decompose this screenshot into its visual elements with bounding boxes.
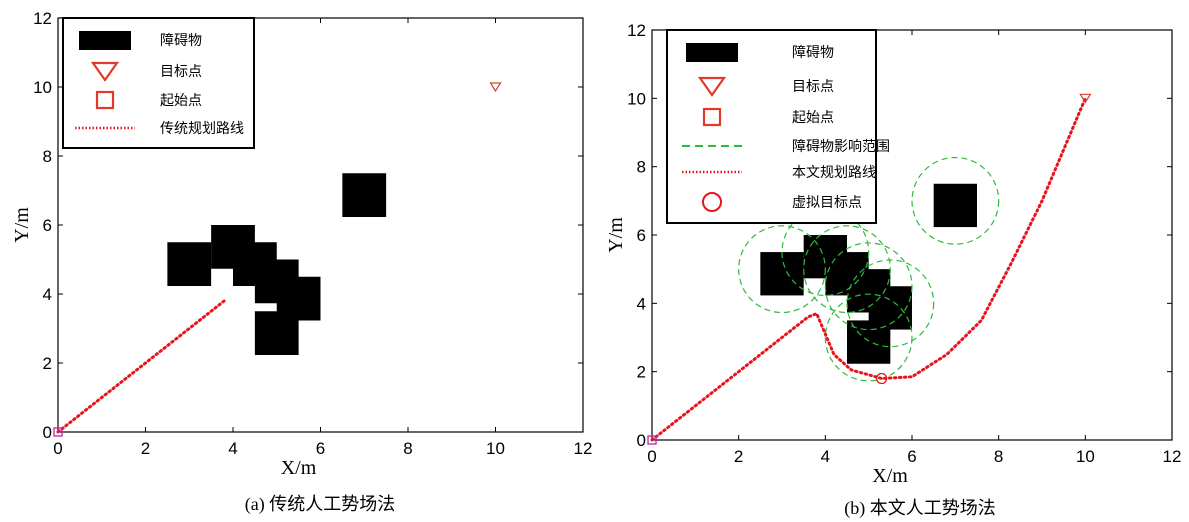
- x-tick-label: 6: [316, 439, 325, 458]
- y-tick-label: 6: [43, 216, 52, 235]
- x-axis-label: X/m: [281, 457, 317, 479]
- legend-label-obstacle: 障碍物: [792, 45, 834, 61]
- y-axis-label: Y/m: [605, 217, 627, 253]
- x-tick-label: 12: [1163, 447, 1182, 466]
- legend-label-start: 起始点: [792, 110, 834, 126]
- influence-circle: [911, 156, 1000, 245]
- y-tick-label: 6: [637, 226, 646, 245]
- legend-label-start: 起始点: [160, 93, 202, 109]
- legend-start-swatch: [95, 90, 115, 110]
- legend-virtual-swatch: [702, 192, 722, 212]
- panel-caption: (b) 本文人工势场法: [844, 498, 996, 519]
- influence-circle: [824, 293, 913, 382]
- legend-label-influence: 障碍物影响范围: [792, 138, 890, 155]
- y-tick-label: 10: [627, 89, 646, 108]
- legend-label-obstacle: 障碍物: [160, 33, 202, 49]
- x-tick-label: 8: [994, 447, 1003, 466]
- legend-label-virtual: 虚拟目标点: [792, 195, 862, 211]
- goal-marker: [489, 82, 502, 93]
- obstacle-block: [254, 311, 299, 355]
- x-tick-label: 0: [53, 439, 62, 458]
- x-tick-label: 0: [647, 447, 656, 466]
- y-tick-label: 12: [33, 9, 52, 28]
- x-tick-label: 4: [821, 447, 830, 466]
- x-tick-label: 6: [907, 447, 916, 466]
- planned-path: [650, 96, 1087, 442]
- y-axis-label: Y/m: [11, 207, 33, 243]
- obstacle-block: [760, 252, 804, 296]
- x-tick-label: 8: [403, 439, 412, 458]
- legend-obstacle-swatch: [686, 43, 738, 62]
- obstacle-block: [167, 242, 212, 286]
- chart-panel-b: 0 2 4 6 8 10 12 0 2 4 6 8 10 12 X/m Y/m 障碍物目标点起始点障碍物影响范围…: [605, 21, 1181, 519]
- x-tick-label: 12: [574, 439, 593, 458]
- influence-circle: [803, 225, 891, 314]
- y-tick-label: 0: [43, 423, 52, 442]
- legend-label-path: 本文规划路线: [792, 165, 876, 181]
- x-tick-label: 10: [1076, 447, 1095, 466]
- x-tick-label: 2: [734, 447, 743, 466]
- legend-label-goal: 目标点: [792, 79, 834, 95]
- panel-caption: (a) 传统人工势场法: [245, 494, 395, 515]
- legend-box: [666, 29, 877, 224]
- obstacle-block: [342, 173, 387, 217]
- legend-obstacle-swatch: [79, 31, 131, 50]
- x-tick-label: 10: [486, 439, 505, 458]
- y-tick-label: 0: [637, 431, 646, 450]
- influence-circle: [846, 259, 935, 348]
- y-tick-label: 12: [627, 21, 646, 40]
- x-tick-label: 2: [141, 439, 150, 458]
- y-tick-label: 8: [43, 147, 52, 166]
- legend-label-goal: 目标点: [160, 64, 202, 80]
- start-marker: [53, 427, 63, 437]
- y-tick-label: 2: [637, 363, 646, 382]
- y-tick-label: 10: [33, 78, 52, 97]
- y-tick-label: 8: [637, 158, 646, 177]
- legend-goal-swatch: [90, 61, 120, 82]
- legend-goal-swatch: [697, 76, 727, 97]
- influence-circle: [824, 242, 913, 331]
- legend-label-path: 传统规划路线: [160, 121, 244, 137]
- y-tick-label: 2: [43, 354, 52, 373]
- x-tick-label: 4: [228, 439, 237, 458]
- y-tick-label: 4: [43, 285, 52, 304]
- y-tick-label: 4: [637, 294, 646, 313]
- start-marker: [647, 435, 657, 445]
- virtual-goal-marker: [876, 372, 888, 385]
- legend-start-swatch: [702, 107, 722, 127]
- x-axis-label: X/m: [872, 465, 908, 487]
- obstacle-block: [933, 183, 977, 228]
- planned-path: [56, 299, 226, 434]
- influence-circle: [738, 225, 826, 314]
- goal-marker: [1079, 93, 1092, 104]
